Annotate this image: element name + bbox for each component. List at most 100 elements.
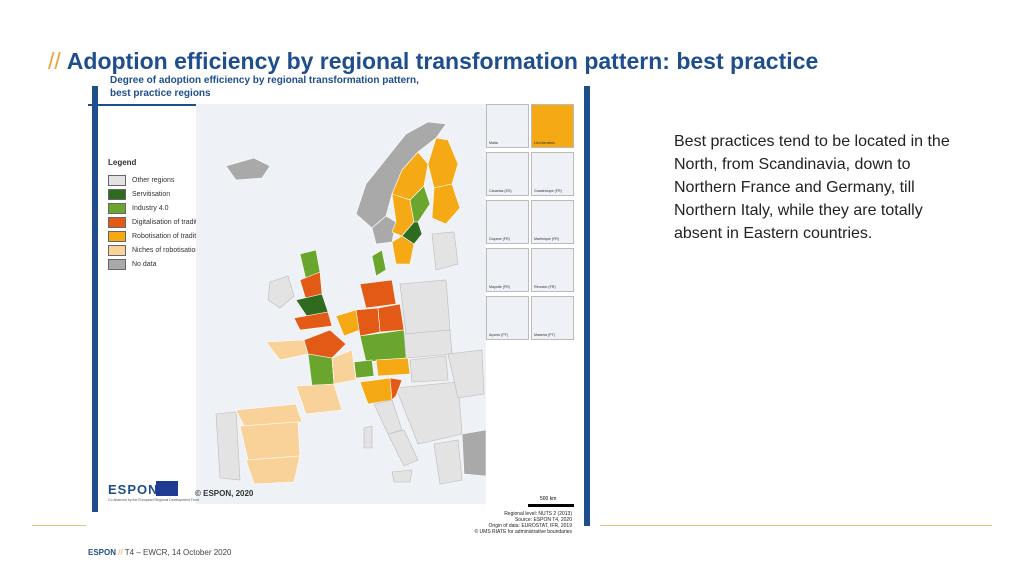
map-frame-right <box>584 86 590 526</box>
legend-label: No data <box>132 260 157 268</box>
legend-swatch <box>108 216 126 228</box>
inset-label: Canarias (ES) <box>489 189 512 193</box>
map-frame-left <box>92 86 98 512</box>
region-austria <box>375 357 411 377</box>
region-france-centre <box>307 353 335 387</box>
scale-bar <box>528 504 574 507</box>
legend-item: Servitisation <box>108 187 257 201</box>
region-germany-north <box>359 279 397 309</box>
slide-title: //Adoption efficiency by regional transf… <box>48 48 818 76</box>
region-poland <box>399 279 451 335</box>
inset-box: Guyane (FR) <box>486 200 529 244</box>
legend-item: No data <box>108 257 257 271</box>
region-greece <box>433 439 463 485</box>
legend-item: Niches of robotisation <box>108 243 257 257</box>
map-legend: Legend Other regions Servitisation Industr… <box>108 158 257 271</box>
legend-item: Digitalisation of traditional services <box>108 215 257 229</box>
legend-item: Robotisation of traditional manufacturin… <box>108 229 257 243</box>
inset-box: Açores (PT) <box>486 296 529 340</box>
source-line: Regional level: NUTS 2 (2013) <box>504 511 572 517</box>
region-sicily <box>391 469 413 483</box>
region-spain-south <box>245 455 301 485</box>
legend-swatch <box>108 244 126 256</box>
legend-item: Industry 4.0 <box>108 201 257 215</box>
legend-item: Other regions <box>108 173 257 187</box>
region-sweden-east <box>409 185 431 223</box>
map-copyright: © ESPON, 2020 <box>195 489 254 498</box>
footer-slashes: // <box>118 548 123 557</box>
map-source: Regional level: NUTS 2 (2013) Source: ES… <box>470 511 572 535</box>
legend-label: Servitisation <box>132 190 171 198</box>
legend-swatch <box>108 230 126 242</box>
inset-box: Canarias (ES) <box>486 152 529 196</box>
inset-label: Guadeloupe (FR) <box>534 189 562 193</box>
region-iceland <box>225 157 271 181</box>
map-heading: Degree of adoption efficiency by regiona… <box>110 74 470 100</box>
footer-text: T4 – EWCR, 14 October 2020 <box>124 548 232 557</box>
region-france-east <box>331 349 357 385</box>
inset-label: Madeira (PT) <box>534 333 555 337</box>
legend-label: Digitalisation of traditional services <box>132 218 240 226</box>
legend-swatch <box>108 174 126 186</box>
legend-swatch <box>108 188 126 200</box>
heading-rule <box>88 104 263 106</box>
inset-label: Mayotte (FR) <box>489 285 510 289</box>
inset-box: Liechtenstein <box>531 104 574 148</box>
region-portugal <box>215 411 241 481</box>
legend-label: Robotisation of traditional manufacturin… <box>132 232 258 240</box>
inset-box: Guadeloupe (FR) <box>531 152 574 196</box>
legend-label: Industry 4.0 <box>132 204 169 212</box>
map-heading-line2: best practice regions <box>110 88 211 99</box>
footer-rule-right <box>600 525 992 526</box>
region-finland-south <box>431 183 461 225</box>
inset-label: Martinique (FR) <box>534 237 559 241</box>
espon-logo-subtitle: Co-financed by the European Regional Dev… <box>108 498 199 502</box>
region-hungary <box>409 355 449 383</box>
title-slashes: // <box>48 48 61 74</box>
inset-box: Malta <box>486 104 529 148</box>
legend-label: Niches of robotisation <box>132 246 200 254</box>
source-line: Origin of data: EUROSTAT, IFR, 2019 <box>488 523 572 529</box>
region-baltics <box>431 231 459 271</box>
scale-label: 500 km <box>540 496 557 502</box>
footer-rule-left <box>32 525 86 526</box>
region-denmark <box>371 249 387 277</box>
inset-box: Réunion (FR) <box>531 248 574 292</box>
region-germany-west <box>355 307 381 337</box>
inset-label: Açores (PT) <box>489 333 509 337</box>
inset-label: Réunion (FR) <box>534 285 556 289</box>
inset-label: Liechtenstein <box>534 141 556 145</box>
footer: ESPON // T4 – EWCR, 14 October 2020 <box>88 548 232 557</box>
espon-logo: ESPON <box>108 482 159 497</box>
region-italy-centre <box>373 399 403 435</box>
source-line: Source: ESPON T4, 2020 <box>514 517 572 523</box>
legend-swatch <box>108 258 126 270</box>
region-italy-south <box>387 429 419 467</box>
inset-box: Madeira (PT) <box>531 296 574 340</box>
inset-label: Guyane (FR) <box>489 237 510 241</box>
source-line: © UMS RIATE for administrative boundarie… <box>474 529 572 535</box>
region-ireland <box>267 275 295 309</box>
region-romania <box>447 349 485 399</box>
legend-label: Other regions <box>132 176 175 184</box>
region-uk-south <box>293 311 333 331</box>
inset-box: Martinique (FR) <box>531 200 574 244</box>
footer-brand: ESPON <box>88 548 117 557</box>
region-stockholm <box>401 221 423 245</box>
legend-swatch <box>108 202 126 214</box>
inset-label: Malta <box>489 141 498 145</box>
region-switzerland <box>353 359 375 379</box>
region-czech-slovakia <box>403 329 453 359</box>
region-turkey <box>461 429 486 477</box>
region-germany-south <box>359 329 407 363</box>
region-italy-northeast <box>389 377 403 401</box>
description-text: Best practices tend to be located in the… <box>674 133 950 242</box>
region-germany-east <box>377 303 405 333</box>
title-text: Adoption efficiency by regional transfor… <box>66 48 819 74</box>
europe-map <box>196 104 486 504</box>
region-sweden-south <box>391 235 415 265</box>
legend-title: Legend <box>108 158 137 167</box>
region-sardinia <box>363 425 373 449</box>
map-heading-line1: Degree of adoption efficiency by regiona… <box>110 75 419 86</box>
inset-box: Mayotte (FR) <box>486 248 529 292</box>
